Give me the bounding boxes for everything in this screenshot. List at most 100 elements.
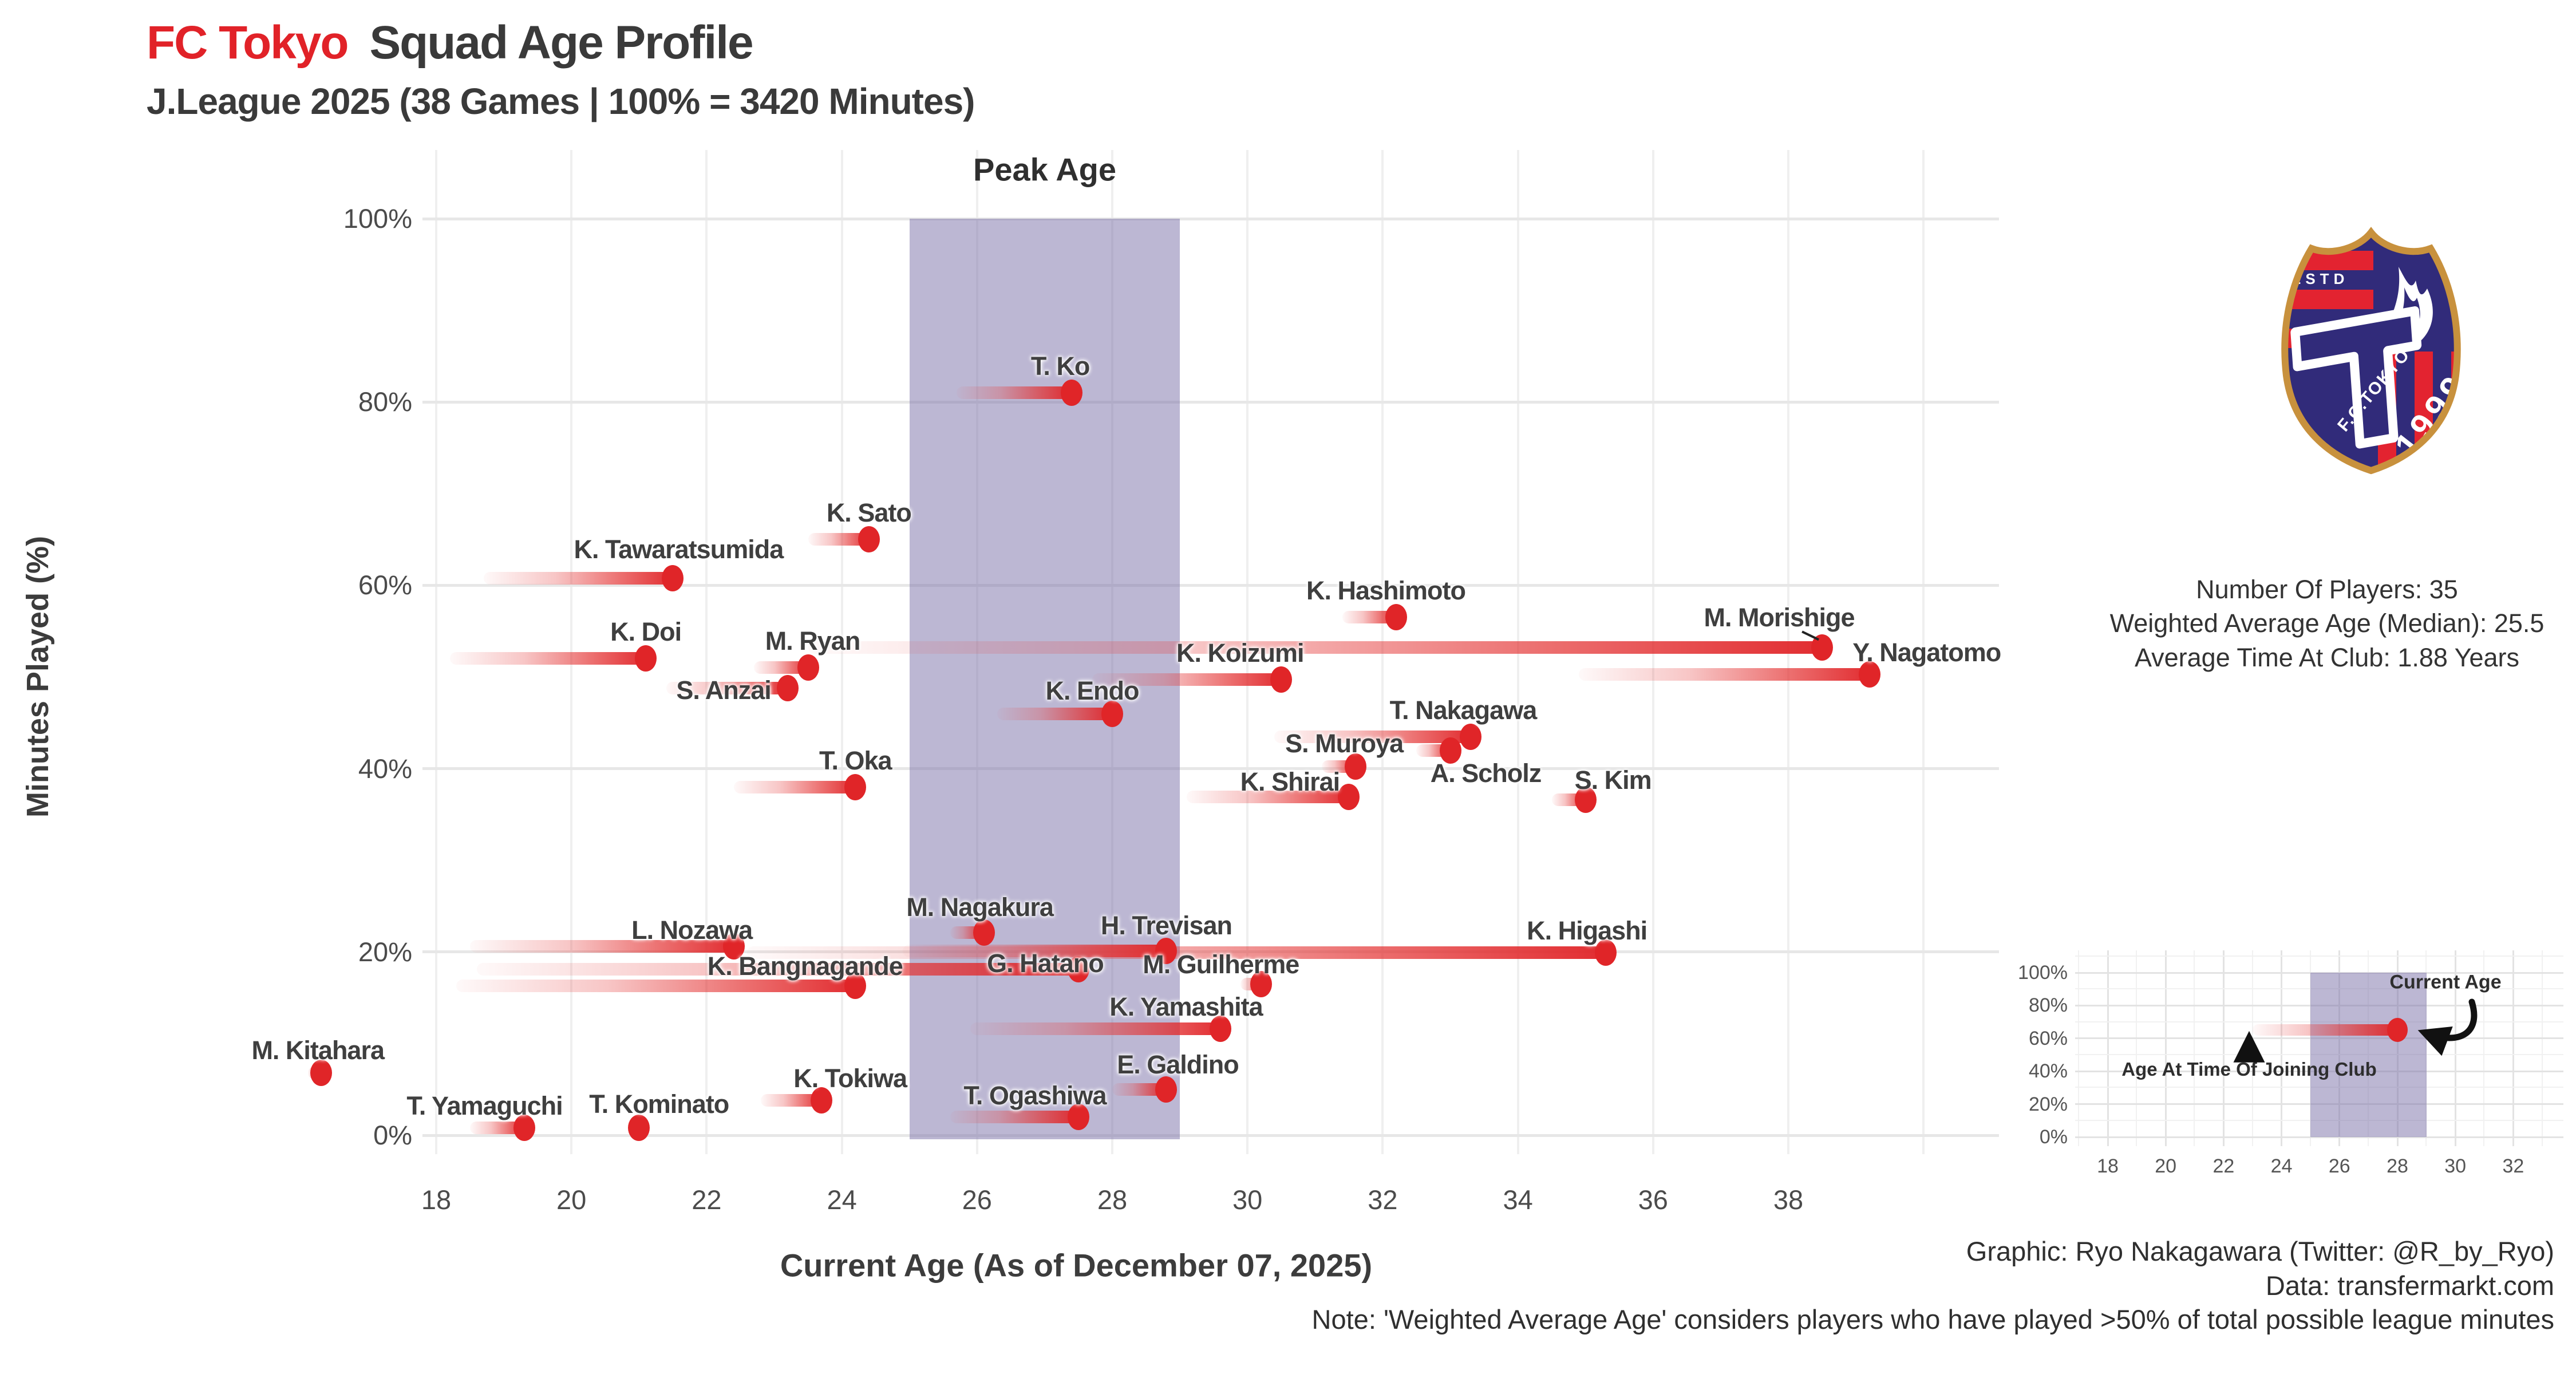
- player-label: T. Ko: [1030, 352, 1090, 381]
- player-label: K. Koizumi: [1176, 638, 1304, 668]
- x-axis-title: Current Age (As of December 07, 2025): [780, 1247, 1373, 1284]
- legend-peak-age-band: [2310, 973, 2427, 1137]
- club-crest: F.C.TOKYO 1999 ESTD: [2281, 227, 2461, 475]
- player-label: S. Anzai: [676, 675, 771, 705]
- legend-example-dot: [2387, 1018, 2408, 1043]
- player-dot: [1067, 956, 1089, 983]
- peak-age-label: Peak Age: [973, 151, 1117, 188]
- player-label: Y. Nagatomo: [1852, 637, 2001, 667]
- player-dot: [1595, 939, 1617, 966]
- player-tail: [1092, 673, 1282, 686]
- player-label: K. Sato: [826, 498, 912, 528]
- gridline-vertical: [1922, 150, 1925, 1154]
- legend-gridline-vertical: [2251, 950, 2253, 1146]
- player-dot: [310, 1060, 333, 1087]
- player-label: M. Kitahara: [251, 1036, 385, 1065]
- player-dot: [1459, 723, 1481, 750]
- gridline-horizontal: [422, 400, 1999, 404]
- legend-gridline-vertical: [2483, 950, 2485, 1146]
- player-dot: [662, 564, 684, 591]
- player-dot: [1209, 1016, 1231, 1043]
- legend-gridline-vertical: [2107, 950, 2109, 1146]
- legend-x-tick-label: 26: [2328, 1155, 2350, 1177]
- player-dot: [1385, 604, 1408, 631]
- gridline-vertical: [705, 150, 708, 1154]
- current-age-arrow-icon: [2417, 998, 2478, 1056]
- title-team-name: FC Tokyo: [147, 17, 349, 69]
- player-dot: [1270, 666, 1293, 693]
- stat-number-of-players: Number Of Players: 35: [2196, 575, 2458, 604]
- player-label: L. Nozawa: [631, 915, 753, 945]
- player-tail: [1342, 611, 1396, 624]
- player-tail: [1274, 730, 1471, 743]
- player-tail: [760, 1094, 822, 1107]
- note-line: Note: 'Weighted Average Age' considers p…: [1311, 1304, 2554, 1335]
- player-tail: [733, 780, 856, 793]
- player-dot: [777, 674, 799, 701]
- stat-average-time-at-club: Average Time At Club: 1.88 Years: [2134, 642, 2520, 672]
- player-tail: [957, 386, 1072, 400]
- legend-x-tick-label: 24: [2270, 1155, 2293, 1177]
- legend-x-tick-label: 20: [2155, 1155, 2177, 1177]
- player-label: S. Kim: [1574, 765, 1652, 795]
- player-dot: [797, 654, 819, 681]
- player-label: K. Yamashita: [1109, 992, 1263, 1022]
- y-tick-label: 40%: [358, 753, 412, 784]
- footer-block: Graphic: Ryo Nakagawara (Twitter: @R_by_…: [1312, 1234, 2554, 1337]
- legend-y-tick-label: 40%: [2028, 1060, 2068, 1083]
- title-text: Squad Age Profile: [369, 17, 753, 69]
- y-tick-label: 100%: [343, 203, 412, 234]
- x-tick-label: 36: [1638, 1185, 1668, 1215]
- player-dot: [722, 933, 745, 960]
- gridline-horizontal: [422, 767, 1999, 771]
- legend-x-tick-label: 28: [2387, 1155, 2408, 1177]
- player-tail: [476, 963, 1078, 976]
- legend-join-age-label: Age At Time Of Joining Club: [2121, 1059, 2377, 1080]
- player-dot: [1811, 634, 1834, 661]
- player-label: T. Kominato: [589, 1089, 729, 1119]
- x-tick-label: 28: [1097, 1185, 1128, 1215]
- crest-gold-border: [2281, 227, 2461, 475]
- player-label: K. Tokiwa: [793, 1064, 907, 1093]
- legend-x-tick-label: 30: [2444, 1155, 2467, 1177]
- y-tick-label: 60%: [358, 570, 412, 601]
- player-tail: [997, 707, 1112, 720]
- legend-gridline-vertical: [2454, 950, 2456, 1146]
- stats-block: Number Of Players: 35 Weighted Average A…: [2058, 572, 2576, 674]
- credit-line: Graphic: Ryo Nakagawara (Twitter: @R_by_…: [1966, 1236, 2554, 1266]
- player-label: M. Ryan: [765, 626, 861, 656]
- data-source-line: Data: transfermarkt.com: [2265, 1270, 2554, 1301]
- player-dot: [844, 973, 867, 1000]
- legend-x-tick-label: 18: [2097, 1155, 2119, 1177]
- player-label: M. Guilherme: [1143, 949, 1299, 979]
- player-label: T. Yamaguchi: [406, 1091, 563, 1121]
- player-tail: [808, 641, 1823, 654]
- player-dot: [628, 1115, 650, 1142]
- legend-gridline-vertical: [2136, 950, 2138, 1146]
- player-tail: [1578, 668, 1870, 681]
- player-label: K. Bangnagande: [707, 951, 903, 981]
- player-label: K. Doi: [610, 617, 682, 647]
- player-tail: [666, 681, 788, 694]
- player-tail: [1112, 1083, 1167, 1096]
- player-dot: [1345, 753, 1367, 780]
- legend-y-tick-label: 80%: [2028, 994, 2068, 1017]
- player-label: K. Tawaratsumida: [574, 534, 784, 564]
- player-label: S. Muroya: [1285, 729, 1404, 759]
- player-label: T. Oka: [819, 745, 892, 775]
- player-tail: [1186, 791, 1349, 804]
- player-dot: [1338, 784, 1360, 811]
- legend-y-tick-label: 0%: [2039, 1126, 2068, 1148]
- legend-gridline-vertical: [2281, 950, 2283, 1146]
- chart-title: FC Tokyo Squad Age Profile: [147, 16, 754, 70]
- legend-y-tick-label: 60%: [2028, 1027, 2068, 1049]
- player-tail: [456, 980, 856, 993]
- x-tick-label: 20: [556, 1185, 587, 1215]
- x-tick-label: 38: [1773, 1185, 1804, 1215]
- player-dot: [1574, 787, 1597, 814]
- gridline-horizontal: [422, 217, 1999, 220]
- player-dot: [844, 773, 867, 800]
- x-tick-label: 18: [421, 1185, 452, 1215]
- player-dot: [1067, 1103, 1089, 1130]
- player-dot: [635, 645, 657, 672]
